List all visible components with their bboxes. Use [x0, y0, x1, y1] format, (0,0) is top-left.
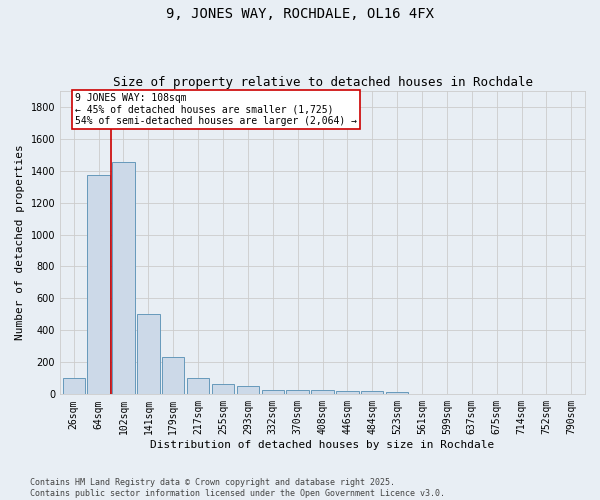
Bar — [88, 174, 110, 394]
Bar — [361, 392, 383, 394]
Bar — [112, 162, 134, 394]
Bar — [212, 384, 234, 394]
Text: 9, JONES WAY, ROCHDALE, OL16 4FX: 9, JONES WAY, ROCHDALE, OL16 4FX — [166, 8, 434, 22]
Text: 9 JONES WAY: 108sqm
← 45% of detached houses are smaller (1,725)
54% of semi-det: 9 JONES WAY: 108sqm ← 45% of detached ho… — [75, 93, 357, 126]
Bar — [386, 392, 409, 394]
Bar — [262, 390, 284, 394]
Bar — [187, 378, 209, 394]
Y-axis label: Number of detached properties: Number of detached properties — [15, 144, 25, 340]
Bar — [162, 357, 184, 395]
Bar — [236, 386, 259, 394]
Bar — [137, 314, 160, 394]
X-axis label: Distribution of detached houses by size in Rochdale: Distribution of detached houses by size … — [151, 440, 494, 450]
Text: Contains HM Land Registry data © Crown copyright and database right 2025.
Contai: Contains HM Land Registry data © Crown c… — [30, 478, 445, 498]
Bar — [286, 390, 309, 394]
Bar — [62, 378, 85, 394]
Bar — [311, 390, 334, 394]
Bar — [336, 391, 359, 394]
Title: Size of property relative to detached houses in Rochdale: Size of property relative to detached ho… — [113, 76, 533, 90]
